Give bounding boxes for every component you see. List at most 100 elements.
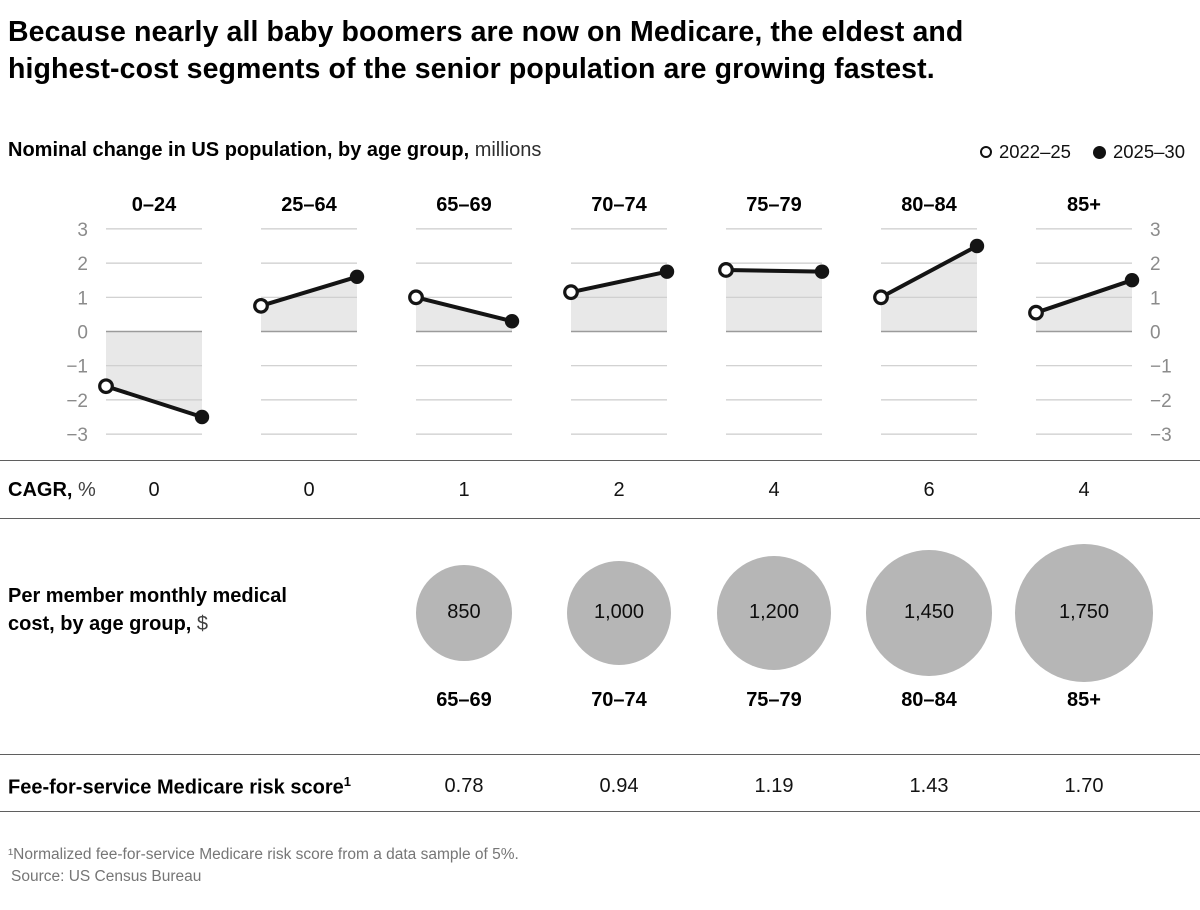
data-point-2025-30 xyxy=(194,409,210,425)
open-circle-icon xyxy=(979,146,992,158)
cost-bubble-value: 1,200 xyxy=(748,601,800,624)
divider-below-cagr xyxy=(0,518,1200,519)
risk-score-value: 1.70 xyxy=(1064,775,1104,797)
cost-bubble: 1,200 xyxy=(717,556,831,670)
risk-row-label: Fee-for-service Medicare risk score1 xyxy=(8,774,351,800)
cost-bubble-age-label: 65–69 xyxy=(436,689,492,711)
panel-area-fill xyxy=(106,331,202,417)
y-axis-label-right: 2 xyxy=(1150,254,1161,275)
panel-area-fill xyxy=(1036,280,1132,332)
chart-subtitle: Nominal change in US population, by age … xyxy=(8,139,541,162)
data-point-2022-25 xyxy=(873,289,889,306)
panel-area-fill xyxy=(881,246,977,332)
y-axis-label-right: 0 xyxy=(1150,323,1161,344)
panel-header-age-group: 0–24 xyxy=(132,194,177,216)
series-line xyxy=(570,269,668,295)
data-point-2025-30 xyxy=(969,238,985,254)
risk-score-value: 0.94 xyxy=(599,775,639,797)
cost-bubble-age-label: 85+ xyxy=(1067,689,1101,711)
data-point-2022-25 xyxy=(1028,304,1044,321)
risk-score-value: 0.78 xyxy=(444,775,484,797)
exhibit-title: Because nearly all baby boomers are now … xyxy=(8,14,963,88)
y-axis-label-right: −3 xyxy=(1150,425,1172,446)
panel-header-age-group: 70–74 xyxy=(591,194,647,216)
series-line xyxy=(880,244,978,300)
cagr-value: 0 xyxy=(303,479,315,501)
cagr-value: 0 xyxy=(148,479,160,501)
y-axis-label-left: 0 xyxy=(77,323,88,344)
cost-bubble: 1,450 xyxy=(866,550,992,676)
cagr-value: 4 xyxy=(1078,479,1090,501)
risk-score-value: 1.43 xyxy=(909,775,949,797)
panel-area-fill xyxy=(726,269,822,332)
legend-item-2022-25: 2022–25 xyxy=(979,141,1071,163)
cagr-row-label: CAGR, % xyxy=(8,479,96,502)
cost-bubble: 1,000 xyxy=(567,561,671,665)
cost-bubble-age-label: 70–74 xyxy=(591,689,647,711)
y-axis-label-left: −2 xyxy=(66,391,88,412)
data-point-2022-25 xyxy=(408,289,424,306)
y-axis-label-left: −1 xyxy=(66,357,88,378)
risk-score-value: 1.19 xyxy=(754,775,794,797)
cost-bubble: 1,750 xyxy=(1015,544,1153,682)
panel-header-age-group: 75–79 xyxy=(746,194,802,216)
series-line xyxy=(1035,278,1133,315)
cost-row-label: Per member monthly medical cost, by age … xyxy=(8,582,338,638)
cagr-value: 2 xyxy=(613,479,625,501)
legend-label-2025-30: 2025–30 xyxy=(1112,141,1185,162)
filled-circle-icon xyxy=(1092,145,1106,159)
risk-label-text: Fee-for-service Medicare risk score xyxy=(8,776,344,799)
chart-subtitle-text: Nominal change in US population, by age … xyxy=(8,139,470,161)
data-point-2022-25 xyxy=(718,262,734,278)
data-point-2022-25 xyxy=(98,378,114,395)
y-axis-label-right: −1 xyxy=(1150,357,1172,378)
exhibit-title-line-2: highest-cost segments of the senior popu… xyxy=(8,53,935,85)
panel-header-age-group: 85+ xyxy=(1067,194,1101,216)
series-line xyxy=(105,384,203,419)
y-axis-label-left: 2 xyxy=(77,254,88,275)
y-axis-label-right: 3 xyxy=(1150,220,1161,241)
cagr-label-text: CAGR, xyxy=(8,479,73,501)
panel-header-age-group: 25–64 xyxy=(281,194,337,216)
footnote-text: ¹Normalized fee-for-service Medicare ris… xyxy=(8,846,519,863)
cost-label-text: Per member monthly medical cost, by age … xyxy=(8,585,287,635)
panel-area-fill xyxy=(261,276,357,332)
data-point-2025-30 xyxy=(814,264,830,279)
y-axis-label-left: 1 xyxy=(77,288,88,309)
legend-item-2025-30: 2025–30 xyxy=(1092,141,1185,163)
cagr-value: 1 xyxy=(458,479,470,501)
data-point-2025-30 xyxy=(349,269,365,284)
y-axis-label-right: −2 xyxy=(1150,391,1172,412)
panel-header-age-group: 65–69 xyxy=(436,194,492,216)
cagr-label-unit: % xyxy=(78,479,96,501)
cost-label-unit: $ xyxy=(196,613,209,635)
legend-label-2022-25: 2022–25 xyxy=(998,141,1071,162)
divider-above-cagr xyxy=(0,460,1200,461)
cost-bubble-value: 1,750 xyxy=(1058,601,1110,624)
exhibit-title-line-1: Because nearly all baby boomers are now … xyxy=(8,16,964,48)
cagr-value: 6 xyxy=(923,479,935,501)
risk-label-footnote-marker: 1 xyxy=(343,774,351,789)
y-axis-label-left: 3 xyxy=(77,220,88,241)
cost-bubble-value: 850 xyxy=(447,601,481,624)
series-line xyxy=(415,295,513,324)
cost-bubble-age-label: 75–79 xyxy=(746,689,802,711)
source-text: Source: US Census Bureau xyxy=(11,868,202,885)
panel-area-fill xyxy=(416,297,512,332)
exhibit-footer: ¹Normalized fee-for-service Medicare ris… xyxy=(8,844,519,888)
data-point-2025-30 xyxy=(659,264,675,279)
divider-below-risk xyxy=(0,811,1200,812)
cagr-value: 4 xyxy=(768,479,780,501)
cost-bubble: 850 xyxy=(416,565,512,661)
data-point-2022-25 xyxy=(563,284,579,301)
cost-bubble-value: 1,450 xyxy=(903,601,955,624)
chart-legend: 2022–25 2025–30 xyxy=(979,141,1185,163)
y-axis-label-right: 1 xyxy=(1150,288,1161,309)
panel-header-age-group: 80–84 xyxy=(901,194,957,216)
cost-bubble-value: 1,000 xyxy=(593,601,645,624)
y-axis-label-left: −3 xyxy=(66,425,88,446)
cost-bubble-age-label: 80–84 xyxy=(901,689,957,711)
data-point-2025-30 xyxy=(504,314,520,329)
